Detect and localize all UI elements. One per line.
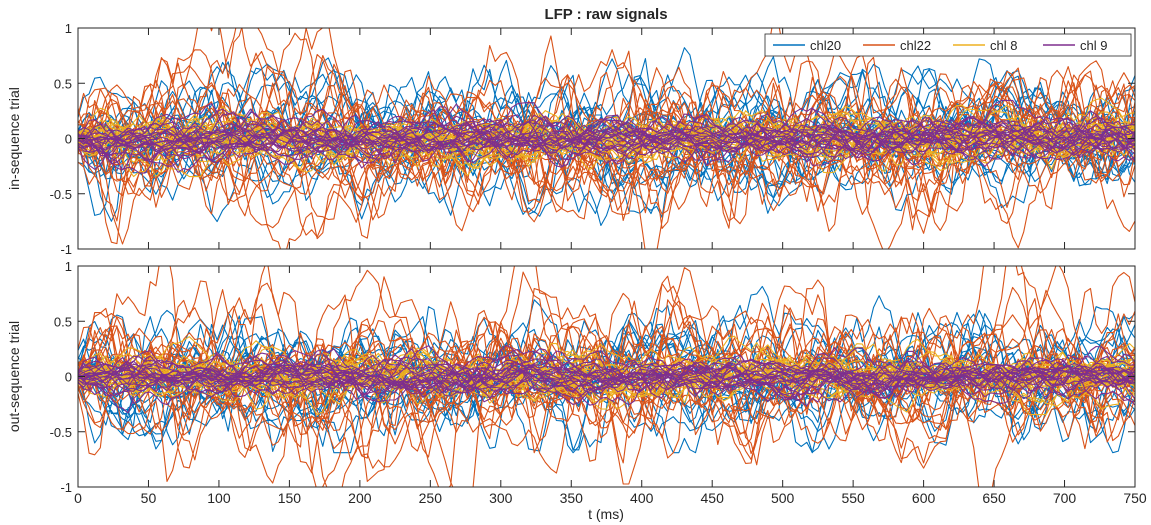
legend-label: chl20 [810, 38, 841, 53]
y-tick-label: 0 [65, 370, 72, 385]
trace-chl22 [78, 28, 1135, 231]
legend-label: chl22 [900, 38, 931, 53]
x-tick-label: 450 [701, 490, 725, 506]
y-tick-label: -1 [60, 242, 72, 257]
bottom-traces [78, 266, 1135, 487]
top-traces [78, 28, 1135, 249]
chart-title: LFP : raw signals [544, 6, 667, 23]
trace-chl9 [78, 99, 1135, 171]
trace-chl22 [78, 266, 1135, 482]
legend: chl20 chl22 chl 8 chl 9 [764, 33, 1132, 57]
x-tick-label: 200 [348, 490, 372, 506]
trace-chl9 [78, 113, 1135, 164]
x-tick-label: 500 [771, 490, 795, 506]
trace-chl9 [78, 120, 1135, 150]
y-tick-label: 1 [65, 259, 72, 274]
x-tick-label: 350 [560, 490, 584, 506]
legend-label: chl 8 [990, 38, 1017, 53]
x-tick-label: 700 [1053, 490, 1077, 506]
x-tick-label: 400 [630, 490, 654, 506]
x-tick-label: 150 [278, 490, 302, 506]
y-tick-label: 0.5 [54, 314, 72, 329]
trace-chl9 [78, 119, 1135, 161]
trace-chl8 [78, 351, 1135, 403]
legend-label: chl 9 [1080, 38, 1107, 53]
bottom-axes: 0 50 100 150 200 250 300 350 400 450 500 550 600 650 7… [6, 259, 1147, 506]
x-tick-label: 50 [141, 490, 157, 506]
trace-chl9 [78, 108, 1135, 174]
trace-chl9 [78, 103, 1135, 164]
x-tick-label: 0 [74, 490, 82, 506]
x-tick-label: 550 [841, 490, 865, 506]
trace-chl8 [78, 113, 1135, 167]
x-tick-label: 650 [982, 490, 1006, 506]
y-tick-label: -0.5 [50, 425, 72, 440]
x-tick-label: 750 [1123, 490, 1147, 506]
x-tick-label: 250 [419, 490, 443, 506]
y-tick-label: 0.5 [54, 76, 72, 91]
top-ylabel: in-sequence trial [6, 87, 22, 190]
x-tick-label: 300 [489, 490, 513, 506]
trace-chl9 [78, 114, 1135, 165]
top-ticks: -1 -0.5 0 0.5 1 [50, 21, 1136, 257]
trace-chl9 [78, 111, 1135, 168]
trace-chl20 [78, 329, 1135, 421]
trace-chl9 [78, 355, 1135, 399]
trace-chl9 [78, 361, 1135, 395]
y-tick-label: -1 [60, 480, 72, 495]
trace-chl9 [78, 123, 1135, 161]
trace-chl22 [78, 327, 1135, 433]
bottom-ticks: 0 50 100 150 200 250 300 350 400 450 500 550 600 650 7… [50, 259, 1147, 506]
trace-chl22 [78, 84, 1135, 214]
legend-box [764, 33, 1132, 57]
bottom-ylabel: out-sequence trial [6, 321, 22, 432]
trace-chl8 [78, 112, 1135, 178]
y-tick-label: -0.5 [50, 187, 72, 202]
top-axes: -1 -0.5 0 0.5 1 in-sequence trial [6, 21, 1136, 257]
y-tick-label: 0 [65, 132, 72, 147]
trace-chl9 [78, 102, 1135, 166]
x-tick-label: 600 [912, 490, 936, 506]
x-tick-label: 100 [207, 490, 231, 506]
trace-chl22 [78, 77, 1135, 187]
trace-chl9 [78, 351, 1135, 407]
trace-chl9 [78, 116, 1135, 165]
trace-chl9 [78, 108, 1135, 165]
trace-chl9 [78, 347, 1135, 406]
x-axis-label: t (ms) [588, 506, 624, 522]
y-tick-label: 1 [65, 21, 72, 36]
